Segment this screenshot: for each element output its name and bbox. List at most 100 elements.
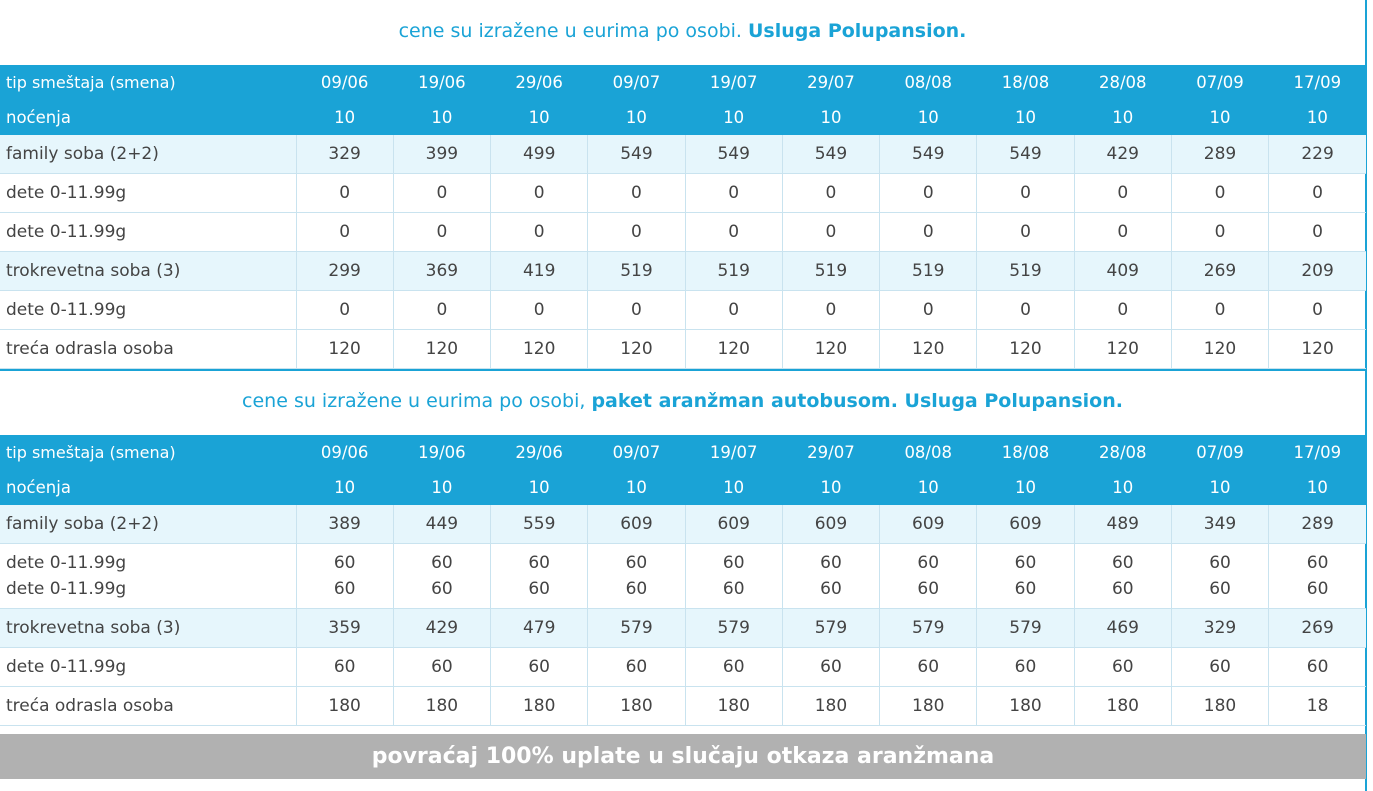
price-cell: 579 <box>587 608 686 648</box>
price-value: 60 <box>431 553 453 573</box>
price-value: 60 <box>625 553 648 573</box>
section1-caption-normal: cene su izražene u eurima po osobi. <box>398 20 748 42</box>
column-header-date: 29/06 <box>490 65 588 100</box>
table-row: treća odrasla osoba 180 180 180 180 180 180 180… <box>0 686 1366 726</box>
price-cell: 609 <box>781 505 880 544</box>
price-cell: 0 <box>1268 290 1366 330</box>
price-cell: 0 <box>587 212 686 252</box>
price-cell: 180 <box>1073 686 1172 726</box>
nights-row: noćenja 10 10 10 10 10 10 10 10 10 10 10 <box>0 470 1366 505</box>
table-row: family soba (2+2) 389 449 559 609 609 609 609 60… <box>0 505 1366 544</box>
price-value: 60 <box>1306 579 1329 599</box>
price-cell: 180 <box>976 686 1075 726</box>
price-cell: 60 60 <box>1073 543 1172 609</box>
nights-row: noćenja 10 10 10 10 10 10 10 10 10 10 10 <box>0 100 1366 135</box>
nights-value: 10 <box>1171 470 1269 505</box>
column-header-date: 09/07 <box>587 435 686 470</box>
price-cell: 549 <box>684 135 783 174</box>
price-value: 60 <box>625 579 648 599</box>
price-cell: 579 <box>781 608 880 648</box>
column-header-date: 07/09 <box>1171 65 1269 100</box>
table-row: trokrevetna soba (3) 359 429 479 579 579 579 57… <box>0 608 1366 648</box>
price-value: 60 <box>431 579 453 599</box>
price-cell: 0 <box>781 212 880 252</box>
price-cell: 419 <box>490 251 588 291</box>
price-cell: 0 <box>879 212 977 252</box>
price-cell: 60 <box>781 647 880 687</box>
section1-caption-bold: Usluga Polupansion. <box>748 20 967 42</box>
column-header-date: 08/08 <box>879 65 977 100</box>
price-cell: 609 <box>879 505 977 544</box>
column-header-date: 19/06 <box>393 435 491 470</box>
price-cell: 429 <box>1073 135 1172 174</box>
price-cell: 359 <box>295 608 394 648</box>
room-type-label: dete 0-11.99g <box>6 553 127 573</box>
table-row: dete 0-11.99g 0 0 0 0 0 0 0 0 0 0 0 <box>0 173 1366 213</box>
price-value: 60 <box>1111 553 1134 573</box>
column-header-label: tip smeštaja (smena) <box>0 65 296 100</box>
section2-caption-bold: paket aranžman autobusom. Usluga Polupan… <box>591 390 1123 412</box>
table-row: treća odrasla osoba 120 120 120 120 120 120 120… <box>0 329 1366 369</box>
column-header-date: 19/06 <box>393 65 491 100</box>
price-cell: 269 <box>1170 251 1269 291</box>
nights-value: 10 <box>296 470 394 505</box>
column-header-date: 09/07 <box>587 65 686 100</box>
price-cell: 180 <box>1170 686 1269 726</box>
price-cell: 0 <box>490 212 588 252</box>
price-cell: 0 <box>295 212 394 252</box>
price-value: 60 <box>1111 579 1134 599</box>
price-cell: 120 <box>295 329 394 369</box>
price-cell: 519 <box>587 251 686 291</box>
column-header-date: 17/09 <box>1268 65 1366 100</box>
price-cell: 120 <box>1170 329 1269 369</box>
price-cell: 329 <box>1170 608 1269 648</box>
price-cell: 0 <box>976 290 1075 330</box>
price-cell: 399 <box>392 135 491 174</box>
price-cell: 519 <box>879 251 977 291</box>
price-cell: 120 <box>976 329 1075 369</box>
price-cell: 0 <box>1170 173 1269 213</box>
section2-price-table: tip smeštaja (smena) 09/06 19/06 29/06 09/07… <box>0 435 1366 726</box>
column-header-date: 18/08 <box>976 65 1075 100</box>
price-cell: 519 <box>684 251 783 291</box>
price-value: 60 <box>528 553 550 573</box>
nights-value: 10 <box>296 100 394 135</box>
nights-value: 10 <box>685 470 783 505</box>
room-type-cell: dete 0-11.99g <box>0 212 296 252</box>
room-type-cell: dete 0-11.99g <box>0 173 296 213</box>
price-cell: 349 <box>1170 505 1269 544</box>
price-cell: 579 <box>684 608 783 648</box>
price-cell: 0 <box>1268 212 1366 252</box>
room-type-cell: trokrevetna soba (3) <box>0 608 296 648</box>
price-cell: 120 <box>587 329 686 369</box>
room-type-cell: dete 0-11.99g dete 0-11.99g <box>0 543 296 609</box>
price-cell: 60 <box>879 647 977 687</box>
price-cell: 0 <box>781 173 880 213</box>
nights-value: 10 <box>393 100 491 135</box>
price-value: 60 <box>722 553 745 573</box>
column-header-date: 29/06 <box>490 435 588 470</box>
price-cell: 120 <box>490 329 588 369</box>
price-cell: 299 <box>295 251 394 291</box>
nights-value: 10 <box>1074 100 1172 135</box>
column-header-date: 19/07 <box>685 65 783 100</box>
price-cell: 60 <box>1073 647 1172 687</box>
price-value: 60 <box>820 553 842 573</box>
column-header-date: 19/07 <box>685 435 783 470</box>
column-header-date: 07/09 <box>1171 435 1269 470</box>
room-type-cell: family soba (2+2) <box>0 505 296 544</box>
price-cell: 60 <box>684 647 783 687</box>
column-header-date: 17/09 <box>1268 435 1366 470</box>
price-cell: 0 <box>392 290 491 330</box>
price-cell: 609 <box>587 505 686 544</box>
section1-caption: cene su izražene u eurima po osobi. Uslu… <box>0 0 1365 65</box>
price-value: 60 <box>917 579 940 599</box>
room-type-label: dete 0-11.99g <box>6 579 127 599</box>
price-cell: 60 60 <box>1170 543 1269 609</box>
price-cell: 0 <box>684 173 783 213</box>
price-cell: 0 <box>879 290 977 330</box>
price-value: 60 <box>722 579 745 599</box>
price-value: 60 <box>1306 553 1329 573</box>
price-cell: 289 <box>1268 505 1366 544</box>
price-cell: 0 <box>295 290 394 330</box>
